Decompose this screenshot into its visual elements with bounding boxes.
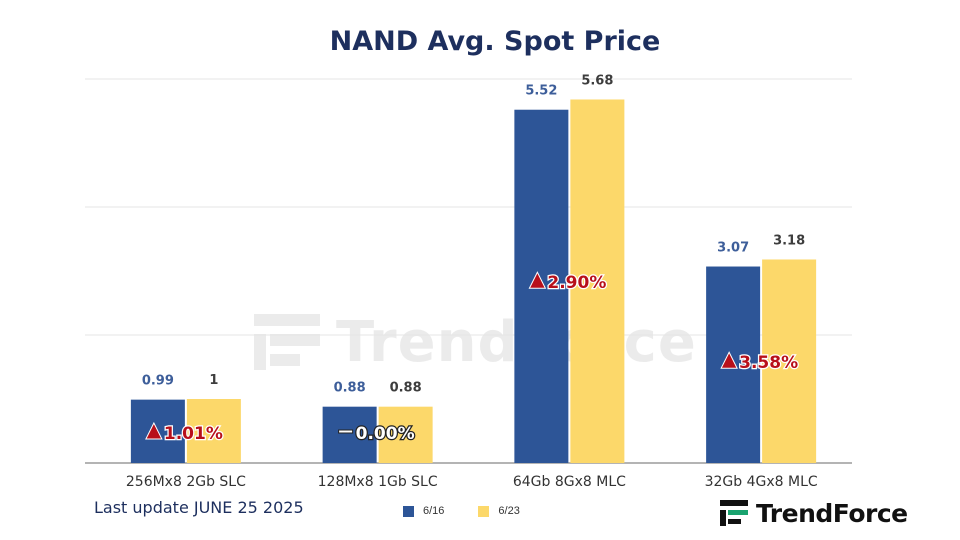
labels: 0.99 1 256Mx8 2Gb SLC 1.01% 0.88 0.88 128Mx8 1…: [126, 73, 818, 490]
data-label: 1: [209, 373, 218, 388]
change-percent-label: 3.58%: [739, 353, 798, 373]
flat-dash-icon: [338, 429, 354, 434]
change-annotation: 3.58%: [720, 351, 799, 374]
change-percent-label: 1.01%: [164, 424, 223, 444]
x-tick-label: 32Gb 4Gx8 MLC: [705, 474, 818, 490]
change-percent-label: 2.90%: [547, 273, 606, 293]
legend-item-series-2: 6/23: [478, 505, 520, 517]
data-label: 0.88: [390, 381, 422, 396]
change-annotation: 1.01%: [145, 421, 224, 445]
legend-swatch-series-2: [478, 505, 490, 517]
legend-item-series-1: 6/16: [403, 505, 444, 517]
data-label: 5.52: [525, 84, 557, 99]
data-label: 5.68: [581, 73, 613, 88]
legend-label-series-2: 6/23: [498, 505, 520, 517]
trendforce-logo-text: TrendForce: [756, 498, 908, 528]
bar-2: [186, 399, 241, 463]
change-annotation: 2.90%: [528, 271, 608, 294]
x-tick-label: 64Gb 8Gx8 MLC: [513, 474, 626, 490]
trendforce-logo-icon: [720, 500, 748, 526]
chart-legend: 6/16 6/23: [403, 505, 554, 517]
up-triangle-icon: [720, 351, 738, 369]
watermark-logo-icon: [254, 314, 320, 370]
chart-title: NAND Avg. Spot Price: [329, 26, 661, 57]
change-percent-label: 0.00%: [356, 424, 415, 444]
x-tick-label: 128Mx8 1Gb SLC: [318, 474, 438, 490]
x-tick-label: 256Mx8 2Gb SLC: [126, 474, 246, 490]
data-label: 0.88: [334, 381, 366, 396]
bar-2: [762, 259, 817, 463]
up-triangle-icon: [145, 421, 163, 440]
change-annotation: 0.00%: [338, 423, 416, 445]
bar-2: [378, 406, 433, 463]
bars: [130, 99, 817, 463]
trendforce-logo: TrendForce: [720, 498, 908, 528]
bar-2: [570, 99, 625, 463]
up-triangle-icon: [528, 271, 547, 289]
data-label: 3.07: [717, 241, 749, 256]
data-label: 0.99: [142, 374, 174, 389]
bar-1: [322, 406, 377, 463]
last-update-text: Last update JUNE 25 2025: [94, 498, 304, 517]
data-label: 3.18: [773, 233, 805, 248]
legend-swatch-series-1: [403, 505, 414, 517]
legend-label-series-1: 6/16: [423, 505, 445, 517]
